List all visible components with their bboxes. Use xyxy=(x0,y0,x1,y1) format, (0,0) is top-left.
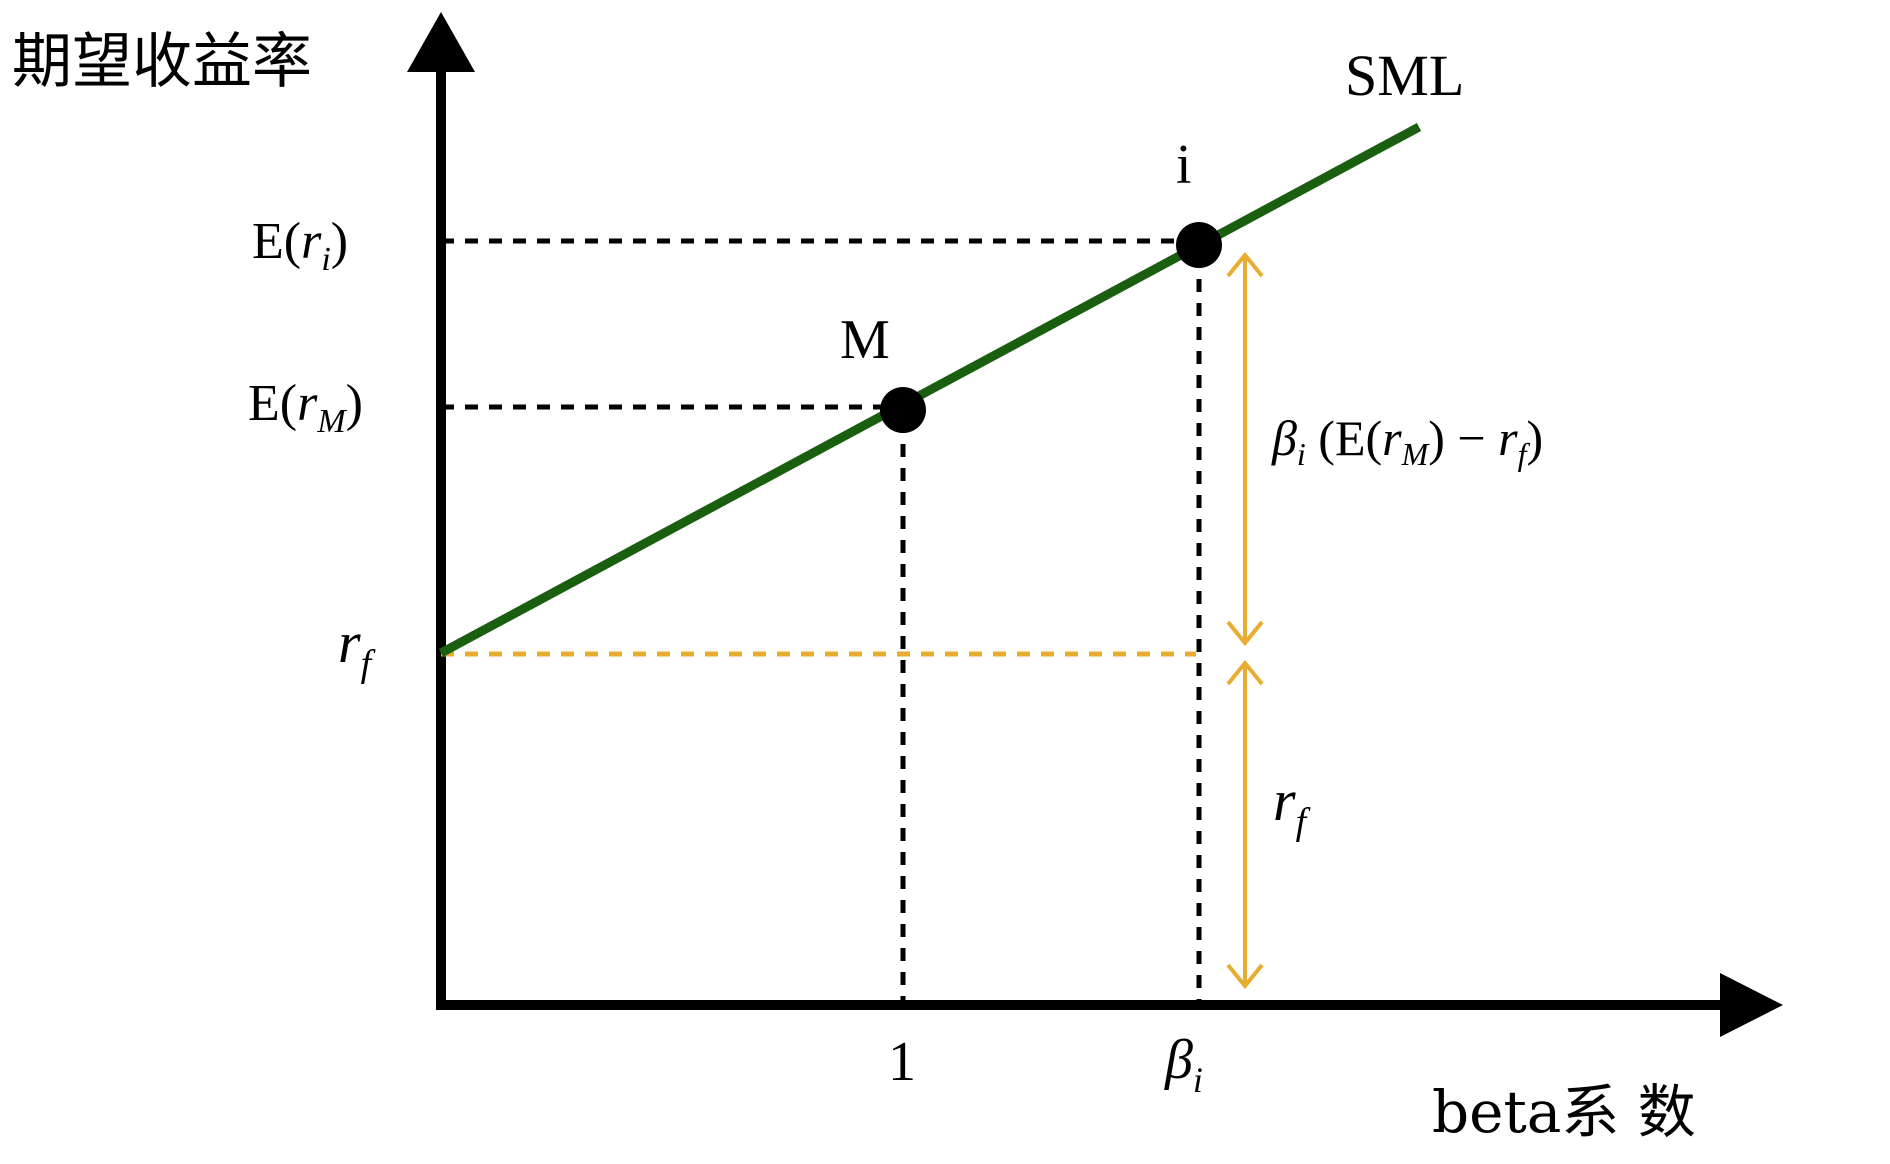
point-i-label: i xyxy=(1176,134,1192,196)
sml-label: SML xyxy=(1345,43,1464,108)
upper-arrow-label: βi (E(rM) − rf) xyxy=(1271,410,1543,472)
y-tick-erm: E(rM) xyxy=(248,375,363,440)
y-axis-label: 期望收益率 xyxy=(12,27,312,97)
double-arrow-lower xyxy=(1226,659,1264,990)
point-m-label: M xyxy=(840,309,890,371)
y-tick-eri: E(ri) xyxy=(252,213,348,278)
point-m xyxy=(880,387,926,433)
y-tick-rf: rf xyxy=(338,610,376,685)
point-i xyxy=(1176,222,1222,268)
arrowhead-up-icon xyxy=(407,12,475,72)
arrowhead-right-icon xyxy=(1720,973,1783,1037)
x-tick-1: 1 xyxy=(888,1031,916,1093)
x-axis-label: beta系 数 xyxy=(1432,1078,1696,1146)
sml-line xyxy=(438,123,1422,657)
x-tick-beta-i: βi xyxy=(1164,1029,1203,1100)
lower-arrow-label: rf xyxy=(1273,768,1311,843)
double-arrow-upper xyxy=(1226,251,1264,647)
